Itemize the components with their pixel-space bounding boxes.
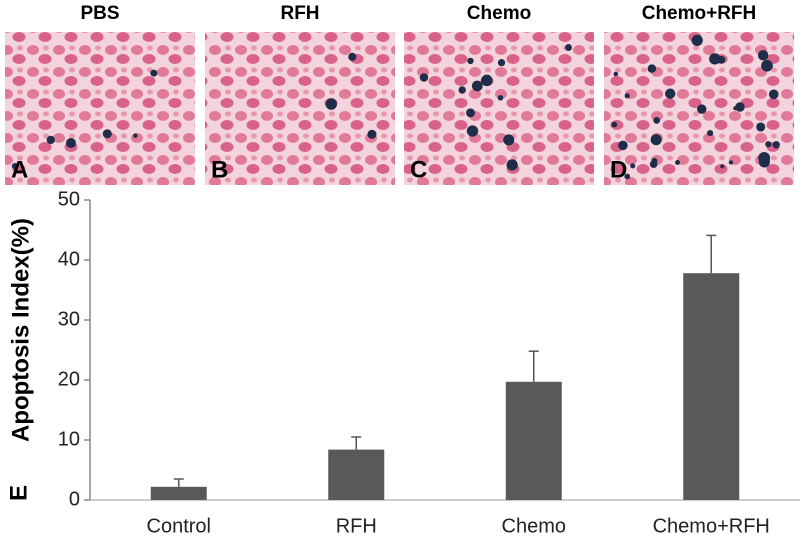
- stained-cell: [565, 44, 572, 51]
- stained-cell: [653, 116, 661, 124]
- error-bar: [351, 436, 362, 450]
- panel-title: RFH: [280, 3, 319, 24]
- panel-letter: C: [410, 156, 427, 183]
- error-bar: [528, 350, 539, 382]
- bar: [505, 381, 562, 500]
- stained-cell: [756, 122, 766, 132]
- bar: [683, 273, 740, 500]
- stained-cell: [772, 141, 780, 149]
- image-panels: PBS A RFH B Chemo C Chemo+RFH D: [5, 3, 794, 185]
- stained-cell: [647, 64, 657, 73]
- stained-cell: [720, 164, 725, 169]
- stained-cell: [467, 57, 474, 65]
- panel-letter: D: [610, 156, 627, 183]
- stained-cell: [133, 133, 138, 138]
- stained-cell: [367, 129, 377, 139]
- stained-cell: [497, 59, 506, 67]
- stained-cell: [650, 134, 662, 146]
- stained-cell: [728, 160, 734, 165]
- stained-cell: [651, 157, 658, 164]
- stained-cell: [758, 152, 771, 164]
- stained-cell: [458, 86, 466, 94]
- bar: [328, 449, 385, 500]
- micrograph: [5, 32, 195, 185]
- stained-cell: [675, 160, 681, 165]
- panel-letter: B: [211, 156, 228, 183]
- stained-cell: [735, 102, 745, 112]
- y-tick-label: 50: [58, 188, 80, 210]
- panel-title: Chemo: [467, 3, 531, 24]
- stained-cell: [761, 59, 773, 72]
- stained-cell: [697, 104, 707, 114]
- stained-cell: [630, 163, 636, 169]
- stained-cell: [65, 138, 77, 149]
- stained-cell: [624, 93, 630, 99]
- stained-cell: [503, 134, 515, 146]
- stained-cell: [733, 106, 738, 111]
- stained-cell: [618, 140, 628, 151]
- x-tick-label: Control: [147, 515, 211, 537]
- stained-cell: [707, 130, 714, 137]
- x-tick-label: Chemo: [502, 515, 566, 537]
- y-tick-label: 0: [69, 488, 80, 510]
- stained-cell: [611, 121, 618, 128]
- stained-cell: [471, 80, 483, 92]
- y-tick-label: 20: [58, 368, 80, 390]
- panel-label: E: [5, 485, 32, 501]
- stained-cell: [325, 98, 337, 110]
- stained-cell: [624, 173, 631, 180]
- stained-cell: [348, 52, 357, 61]
- stained-cell: [665, 88, 676, 99]
- stained-cell: [691, 34, 703, 47]
- stained-cell: [481, 74, 493, 87]
- stained-cell: [11, 162, 19, 170]
- y-tick-label: 10: [58, 428, 80, 450]
- stained-cell: [506, 159, 518, 171]
- stained-cell: [102, 129, 112, 139]
- panel-letter: A: [11, 156, 28, 183]
- stained-cell: [150, 69, 158, 77]
- micrograph: [205, 32, 395, 185]
- y-tick-label: 40: [58, 248, 80, 270]
- error-bar: [706, 234, 717, 274]
- stained-cell: [768, 89, 779, 100]
- stained-cell: [497, 94, 504, 101]
- stained-cell: [466, 125, 479, 137]
- stained-cell: [613, 71, 619, 77]
- panel-title: Chemo+RFH: [642, 3, 757, 24]
- bar: [150, 486, 207, 500]
- y-axis-label: Apoptosis Index(%): [7, 218, 34, 442]
- stained-cell: [757, 49, 769, 61]
- y-tick-label: 30: [58, 308, 80, 330]
- error-bar: [173, 478, 184, 487]
- panel-title: PBS: [80, 3, 119, 24]
- stained-cell: [419, 73, 429, 82]
- stained-cell: [466, 108, 475, 118]
- stained-cell: [709, 53, 721, 65]
- x-tick-label: Chemo+RFH: [653, 515, 770, 537]
- stained-cell: [46, 135, 55, 145]
- stained-cell: [765, 141, 772, 148]
- micrograph: [404, 32, 594, 185]
- x-tick-label: RFH: [336, 515, 377, 537]
